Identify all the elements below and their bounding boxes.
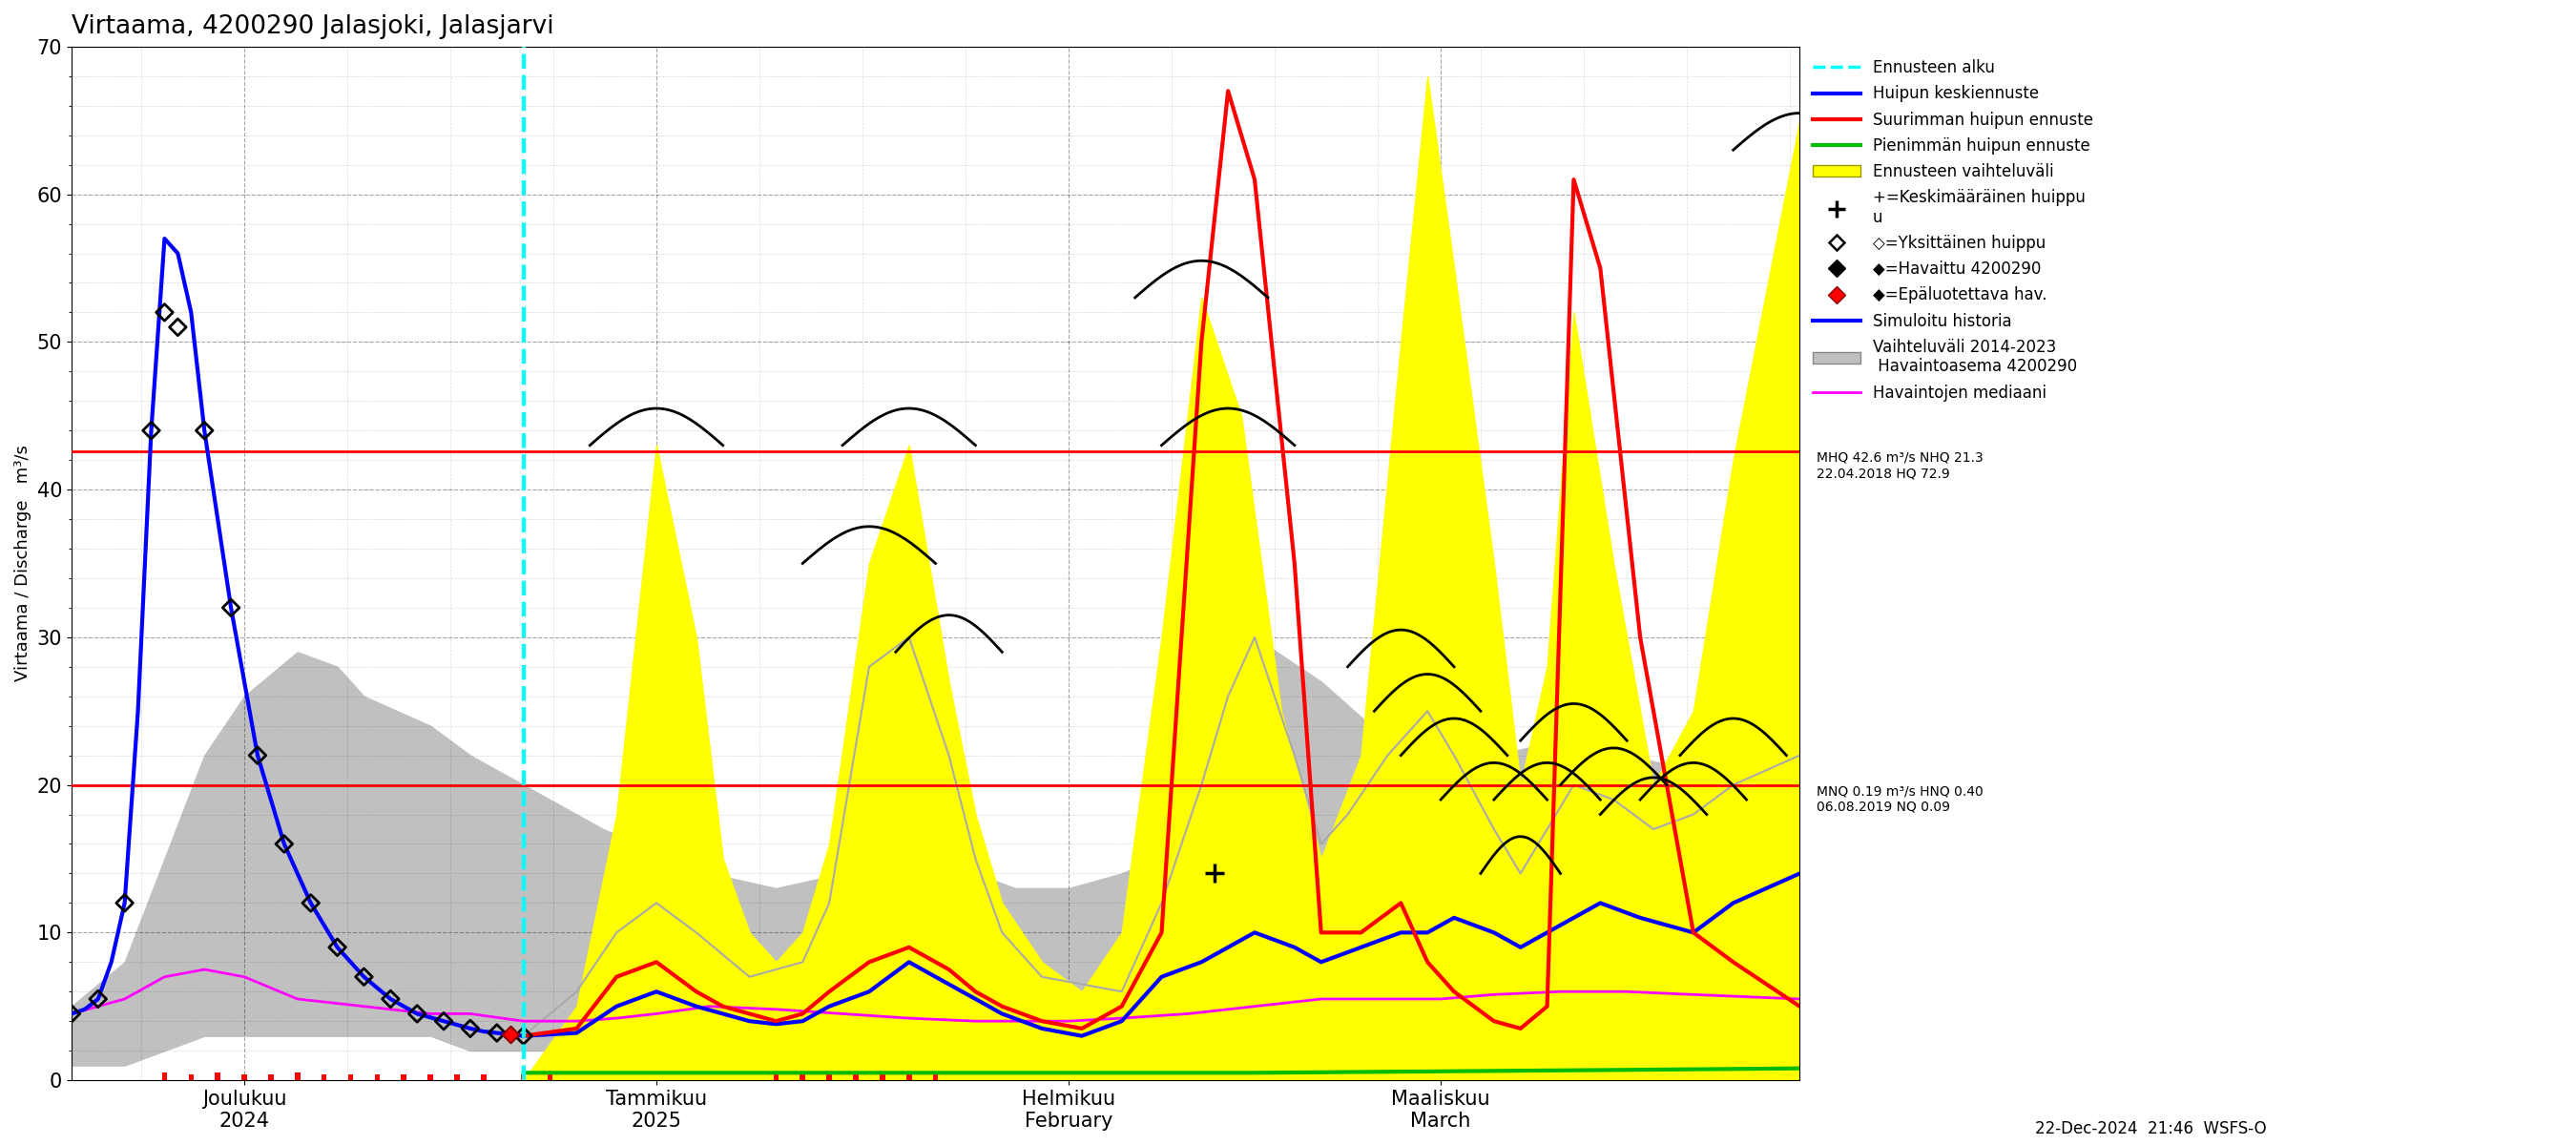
Point [502,1027,544,1045]
Point [237,747,278,765]
Bar [546,1074,554,1080]
Bar [242,1074,247,1080]
Bar [214,1073,222,1080]
Bar [268,1074,273,1080]
Bar [294,1073,301,1080]
Point [317,938,358,956]
Point [397,1004,438,1022]
Bar [933,1074,938,1080]
Point [489,1025,531,1043]
Bar [482,1074,487,1080]
Bar [188,1074,193,1080]
Bar [881,1074,886,1080]
Text: 22-Dec-2024  21:46  WSFS-O: 22-Dec-2024 21:46 WSFS-O [2035,1120,2267,1137]
Legend: Ennusteen alku, Huipun keskiennuste, Suurimman huipun ennuste, Pienimmän huipun : Ennusteen alku, Huipun keskiennuste, Suu… [1808,55,2097,406]
Bar [853,1074,858,1080]
Bar [348,1074,353,1080]
Point [211,599,252,617]
Bar [773,1074,778,1080]
Point [144,303,185,322]
Point [183,421,224,440]
Point [131,421,173,440]
Point [263,835,304,853]
Point [477,1024,518,1042]
Bar [520,1074,526,1080]
Bar [907,1074,912,1080]
Bar [428,1074,433,1080]
Point [371,989,412,1008]
Bar [162,1073,167,1080]
Bar [322,1074,327,1080]
Bar [374,1074,379,1080]
Point [422,1012,464,1030]
Point [291,894,332,913]
Bar [827,1074,832,1080]
Y-axis label: Virtaama / Discharge   m³/s: Virtaama / Discharge m³/s [15,445,31,681]
Point [77,989,118,1008]
Bar [402,1074,407,1080]
Point [451,1019,492,1037]
Bar [453,1074,459,1080]
Text: MNQ 0.19 m³/s HNQ 0.40
06.08.2019 NQ 0.09: MNQ 0.19 m³/s HNQ 0.40 06.08.2019 NQ 0.0… [1816,784,1984,814]
Text: Virtaama, 4200290 Jalasjoki, Jalasjarvi: Virtaama, 4200290 Jalasjoki, Jalasjarvi [72,14,554,39]
Point [52,1004,93,1022]
Point [343,968,384,986]
Bar [801,1074,806,1080]
Text: MHQ 42.6 m³/s NHQ 21.3
22.04.2018 HQ 72.9: MHQ 42.6 m³/s NHQ 21.3 22.04.2018 HQ 72.… [1816,451,1984,480]
Point [157,318,198,337]
Point [103,894,144,913]
